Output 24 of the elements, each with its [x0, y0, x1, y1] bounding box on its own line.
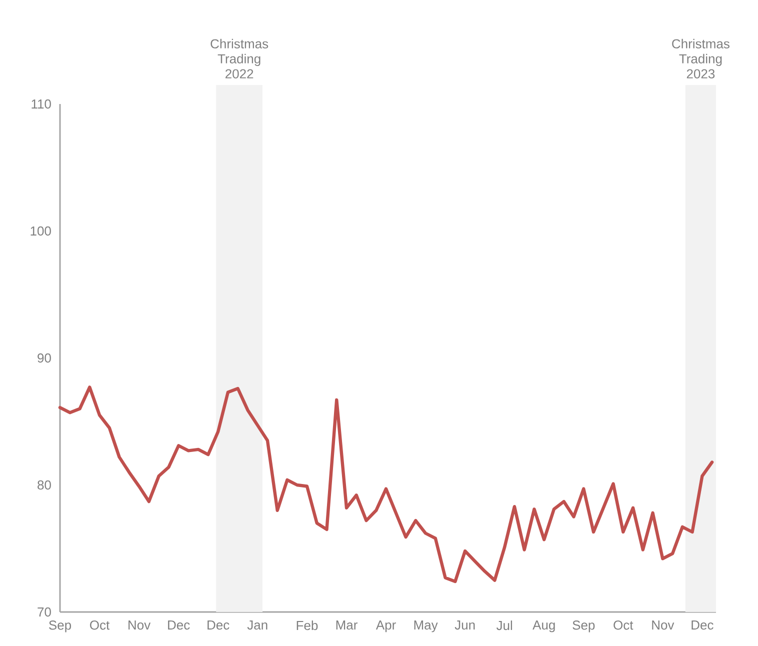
x-tick-label: May: [414, 620, 438, 632]
x-tick-label: Feb: [296, 620, 318, 630]
text: Christmas Trading 2023: [672, 38, 730, 78]
x-tick-label: Aug: [532, 620, 555, 632]
x-tick-label: Dec: [692, 620, 714, 630]
y-tick-label: 90: [38, 353, 51, 363]
x-tick-label: Jan: [247, 620, 268, 630]
text: Christmas Trading 2022: [210, 38, 268, 78]
x-tick-label: Sep: [572, 620, 595, 632]
x-tick-label: Mar: [336, 620, 358, 630]
x-tick-label: Oct: [614, 620, 634, 630]
y-tick-label: 70: [38, 607, 51, 617]
x-tick-label: Nov: [128, 620, 151, 630]
x-tick-label: Jun: [454, 620, 475, 630]
x-tick-label: Nov: [652, 620, 674, 630]
y-tick-label: 100: [30, 226, 51, 236]
y-tick-label: 80: [38, 480, 51, 490]
x-tick-label: Apr: [376, 620, 396, 632]
x-tick-label: Dec: [208, 620, 230, 630]
x-tick-label: Oct: [90, 620, 110, 630]
x-tick-label: Jul: [496, 620, 512, 630]
x-tick-label: Sep: [49, 620, 72, 632]
y-tick-label: 110: [32, 99, 51, 109]
x-tick-label: Dec: [168, 620, 190, 630]
